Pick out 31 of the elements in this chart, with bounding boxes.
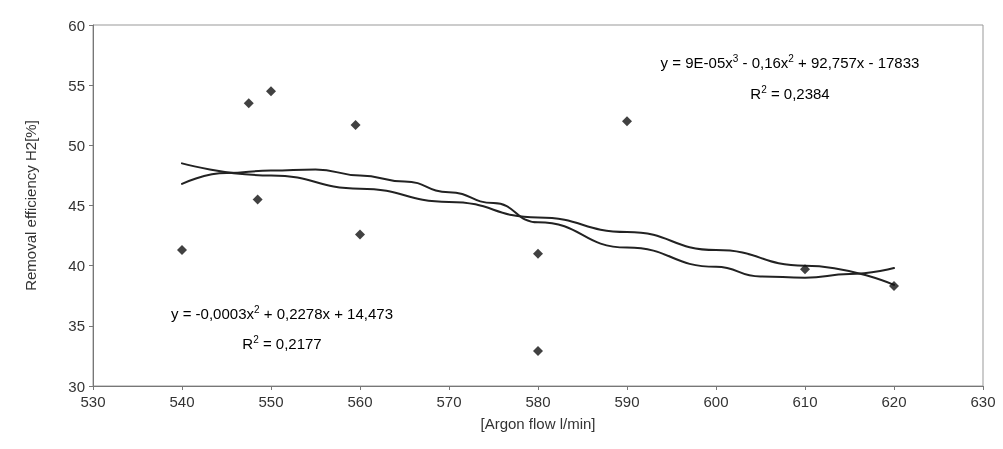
x-tick-label: 540 [169, 393, 195, 410]
y-tick-label: 60 [68, 16, 85, 34]
y-tick-label: 55 [68, 76, 85, 94]
point [533, 248, 543, 259]
point [243, 98, 254, 109]
point [533, 346, 543, 357]
point [350, 119, 361, 130]
x-tick-label: 550 [258, 393, 284, 410]
x-tick-label: 590 [614, 393, 640, 410]
point [252, 194, 263, 205]
x-tick-label: 610 [792, 393, 818, 410]
x-tick-label: 530 [80, 393, 106, 410]
x-tick-label: 580 [525, 393, 551, 410]
y-tick-label: 50 [68, 136, 85, 154]
x-axis-title: [Argon flow l/min] [480, 415, 596, 432]
point [800, 264, 810, 275]
point [622, 116, 632, 127]
y-tick-label: 40 [68, 257, 85, 275]
y-tick-label: 30 [68, 377, 85, 395]
y-tick-label: 45 [68, 197, 85, 214]
point [177, 245, 187, 256]
x-tick-label: 620 [881, 393, 907, 410]
x-tick-label: 570 [436, 393, 462, 410]
x-tick-label: 560 [347, 393, 373, 410]
point [355, 229, 365, 240]
x-tick-label: 600 [703, 393, 729, 410]
point [266, 86, 276, 97]
point [889, 281, 899, 292]
y-axis-title: Removal efficiency H2[%] [22, 120, 39, 291]
y-tick-label: 35 [68, 317, 85, 335]
x-tick-label: 630 [970, 393, 996, 410]
